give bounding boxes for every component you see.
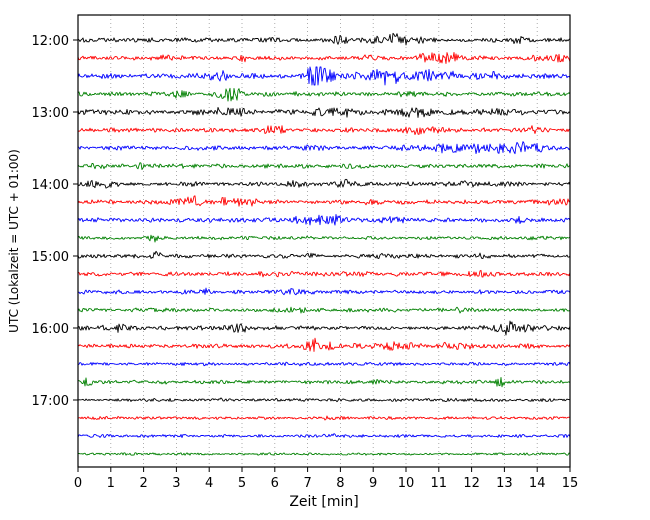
x-tick-label: 4 bbox=[205, 476, 213, 491]
seismogram-trace-1230 bbox=[78, 66, 570, 86]
y-axis-label: UTC (Lokalzeit = UTC + 01:00) bbox=[7, 149, 21, 333]
x-tick-label: 12 bbox=[463, 476, 480, 491]
seismogram-trace-1700 bbox=[78, 397, 570, 403]
y-tick-label: 12:00 bbox=[32, 34, 69, 49]
seismogram-trace-1415 bbox=[78, 195, 570, 207]
x-tick-label: 1 bbox=[107, 476, 115, 491]
x-axis-label: Zeit [min] bbox=[289, 494, 359, 510]
seismogram-trace-1500 bbox=[78, 250, 570, 260]
x-tick-label: 8 bbox=[336, 476, 344, 491]
seismogram-trace-1245 bbox=[78, 87, 570, 102]
x-tick-label: 14 bbox=[529, 476, 546, 491]
seismogram-trace-1745 bbox=[78, 452, 570, 456]
x-tick-label: 13 bbox=[496, 476, 513, 491]
trace-group bbox=[78, 32, 570, 456]
seismogram-trace-1445 bbox=[78, 234, 570, 243]
seismogram-trace-1730 bbox=[78, 433, 570, 439]
y-tick-label: 13:00 bbox=[32, 106, 69, 121]
seismogram-trace-1345 bbox=[78, 162, 570, 170]
x-tick-label: 11 bbox=[431, 476, 448, 491]
seismogram-trace-1215 bbox=[78, 52, 570, 64]
plot-border bbox=[77, 14, 571, 468]
seismogram-trace-1600 bbox=[78, 320, 570, 336]
x-tick-label: 2 bbox=[139, 476, 147, 491]
y-tick-label: 14:00 bbox=[32, 178, 69, 193]
seismogram-trace-1515 bbox=[78, 269, 570, 278]
y-tick-label: 17:00 bbox=[32, 394, 69, 409]
seismogram-trace-1330 bbox=[78, 141, 570, 155]
seismogram-trace-1615 bbox=[78, 337, 570, 352]
x-tick-label: 10 bbox=[398, 476, 415, 491]
seismogram-trace-1645 bbox=[78, 377, 570, 388]
seismogram-trace-1530 bbox=[78, 287, 570, 296]
y-tick-label: 16:00 bbox=[32, 322, 69, 337]
x-tick-label: 3 bbox=[172, 476, 180, 491]
x-tick-label: 5 bbox=[238, 476, 246, 491]
seismogram-trace-1430 bbox=[78, 214, 570, 226]
seismogram-trace-1315 bbox=[78, 125, 570, 136]
x-tick-label: 9 bbox=[369, 476, 377, 491]
seismogram-trace-1300 bbox=[78, 106, 570, 118]
x-tick-label: 15 bbox=[562, 476, 579, 491]
x-tick-label: 6 bbox=[271, 476, 279, 491]
seismogram-trace-1630 bbox=[78, 361, 570, 367]
seismogram-trace-1545 bbox=[78, 306, 570, 314]
y-tick-label: 15:00 bbox=[32, 250, 69, 265]
x-tick-label: 7 bbox=[303, 476, 311, 491]
seismogram-trace-1400 bbox=[78, 178, 570, 189]
x-tick-label: 0 bbox=[74, 476, 82, 491]
seismogram-trace-1715 bbox=[78, 415, 570, 421]
seismogram-trace-1200 bbox=[78, 32, 570, 46]
